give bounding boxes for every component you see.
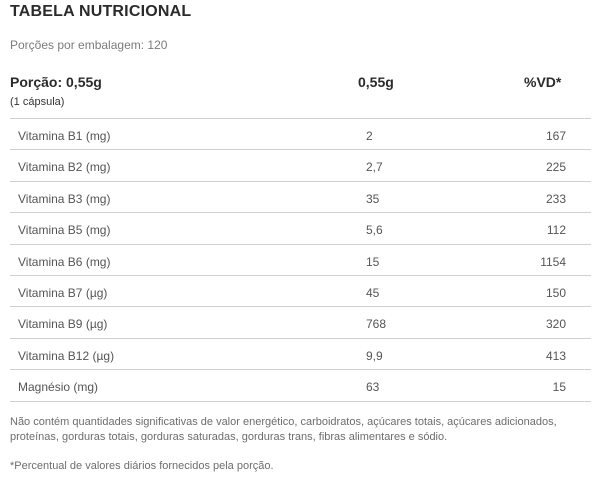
table-row: Vitamina B6 (mg) 15 1154 [10, 245, 591, 276]
disclaimer-note: Não contém quantidades significativas de… [10, 416, 557, 443]
table-row: Magnésio (mg) 63 15 [10, 370, 591, 402]
nutrient-vd: 112 [546, 223, 566, 238]
table-row: Vitamina B1 (mg) 2 167 [10, 119, 591, 151]
nutrient-quantity: 35 [366, 191, 380, 206]
nutrient-quantity: 45 [366, 285, 380, 300]
nutrient-name: Vitamina B2 (mg) [18, 160, 111, 175]
table-row: Vitamina B9 (µg) 768 320 [10, 307, 591, 339]
nutrient-quantity: 768 [366, 317, 387, 332]
table-row: Vitamina B5 (mg) 5,6 112 [10, 213, 591, 245]
quantity-header: 0,55g [358, 74, 394, 90]
nutrient-name: Vitamina B12 (µg) [18, 348, 115, 363]
nutrient-name: Vitamina B7 (µg) [18, 285, 108, 300]
nutrient-name: Magnésio (mg) [18, 380, 99, 395]
nutrient-vd: 320 [545, 317, 566, 332]
table-row: Vitamina B3 (mg) 35 233 [10, 182, 591, 214]
page-title: TABELA NUTRICIONAL [10, 3, 192, 20]
nutrient-name: Vitamina B9 (µg) [18, 317, 108, 332]
nutrient-vd: 167 [545, 129, 566, 143]
nutrient-name: Vitamina B1 (mg) [18, 129, 111, 143]
nutrition-table: Vitamina B1 (mg) 2 167 Vitamina B2 (mg) … [10, 118, 591, 402]
nutrient-vd: 15 [552, 380, 566, 395]
nutrient-quantity: 9,9 [366, 348, 383, 363]
portion-subtitle: (1 cápsula) [10, 96, 65, 108]
nutrient-quantity: 2,7 [366, 160, 383, 175]
nutrient-vd: 233 [545, 191, 566, 206]
portion-header: Porção: 0,55g [10, 74, 102, 90]
nutrient-quantity: 2 [366, 129, 373, 143]
nutrient-name: Vitamina B6 (mg) [18, 254, 111, 269]
nutrient-quantity: 63 [366, 380, 380, 395]
nutrient-vd: 1154 [540, 254, 566, 269]
nutrient-vd: 150 [545, 285, 566, 300]
nutrient-vd: 413 [545, 348, 566, 363]
table-row: Vitamina B2 (mg) 2,7 225 [10, 150, 591, 182]
vd-header: %VD* [524, 74, 562, 90]
nutrient-quantity: 5,6 [366, 223, 383, 238]
footnote: *Percentual de valores diários fornecido… [10, 460, 274, 472]
nutrient-name: Vitamina B5 (mg) [18, 223, 111, 238]
nutrient-vd: 225 [545, 160, 566, 175]
table-row: Vitamina B7 (µg) 45 150 [10, 276, 591, 308]
nutrient-name: Vitamina B3 (mg) [18, 191, 111, 206]
nutrient-quantity: 15 [366, 254, 380, 269]
servings-per-package: Porções por embalagem: 120 [10, 38, 168, 52]
table-row: Vitamina B12 (µg) 9,9 413 [10, 339, 591, 371]
